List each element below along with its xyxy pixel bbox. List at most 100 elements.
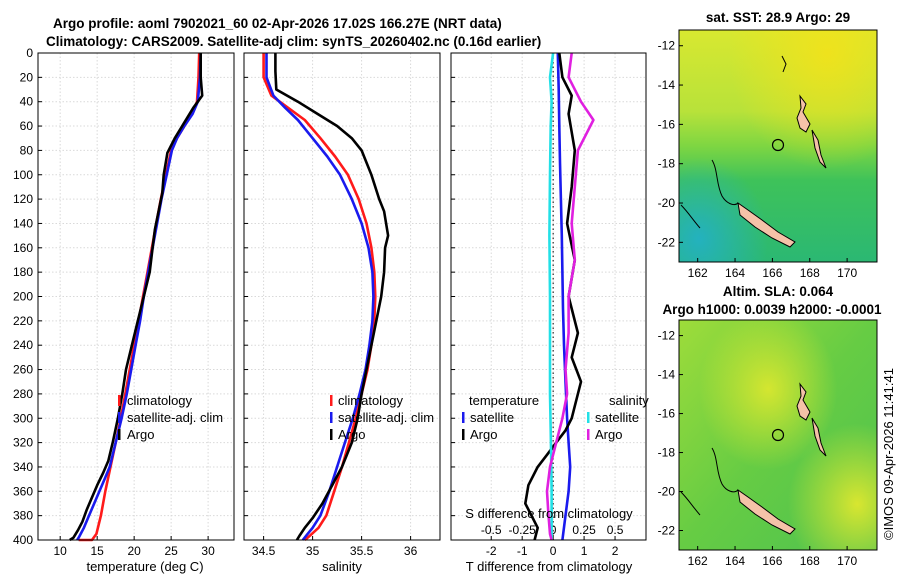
lon-tick-label: 162: [688, 266, 708, 280]
sla-vanuatu-island-south: [811, 417, 827, 457]
temperature-xlabel: temperature (deg C): [86, 559, 203, 574]
lon-tick-label: 170: [837, 266, 857, 280]
lat-tick-label: -14: [658, 78, 676, 92]
lon-tick-label: 166: [762, 554, 782, 568]
x-tick-label: 10: [54, 544, 68, 558]
salinity-xlabel: salinity: [322, 559, 362, 574]
y-tick-label: 100: [13, 168, 33, 182]
y-tick-label: 40: [20, 95, 34, 109]
legend-s-argo: Argo: [595, 427, 622, 442]
sla-title-line2: Argo h1000: 0.0039 h2000: -0.0001: [662, 302, 882, 317]
sla-map: [678, 319, 878, 551]
axes-frame: [37, 52, 235, 541]
top-tick-label: 0.25: [572, 523, 596, 537]
sla-map-ticks: 162 164 166 168 170 -12 -14 -16 -18 -20 -22: [658, 329, 858, 568]
y-tick-label: 300: [13, 411, 33, 425]
y-tick-label: 140: [13, 216, 33, 230]
sst-map-ticks: 162 164 166 168 170 -12 -14 -16 -18 -20 -22: [658, 39, 858, 280]
x-tick-label: 2: [612, 544, 619, 558]
sla-reef-outline: [711, 447, 739, 493]
x-tick-label: 34.5: [252, 544, 276, 558]
legend-salinity-title: salinity: [609, 393, 649, 408]
sla-new-caledonia-island: [737, 488, 796, 535]
lat-tick-label: -12: [658, 329, 676, 343]
imos-watermark: ©IMOS 09-Apr-2026 11:41:41: [881, 368, 896, 540]
x-tick-label: 30: [201, 544, 215, 558]
lon-tick-label: 166: [762, 266, 782, 280]
legend-t-satellite: satellite: [470, 410, 514, 425]
lon-tick-label: 168: [800, 554, 820, 568]
sla-argo-location-marker: [771, 428, 785, 442]
sst-vanuatu-island-south: [811, 129, 827, 169]
lat-tick-label: -14: [658, 368, 676, 382]
lon-tick-label: 168: [800, 266, 820, 280]
sla-title-line1: Altim. SLA: 0.064: [723, 284, 834, 299]
legend-s-satellite: satellite: [595, 410, 639, 425]
series-line-argo: [69, 53, 204, 542]
series-line-t-argo: [523, 52, 583, 541]
axes-frame: [243, 52, 441, 541]
x-tick-label: 35.5: [350, 544, 374, 558]
axes-frame: [450, 52, 647, 541]
sst-reef-outline: [711, 159, 739, 206]
difference-legend: temperature satellite Argo salinity sate…: [462, 393, 649, 442]
x-tick-label: 20: [127, 544, 141, 558]
lon-tick-label: 162: [688, 554, 708, 568]
x-tick-label: 35: [306, 544, 320, 558]
sst-map: [678, 29, 878, 263]
sst-island-north: [781, 55, 787, 73]
lon-tick-label: 164: [725, 554, 745, 568]
sla-reef-outline-west: [680, 491, 701, 516]
x-tick-label: 25: [164, 544, 178, 558]
sla-high-region-east: [679, 320, 877, 550]
legend-temperature-title: temperature: [469, 393, 539, 408]
legend-climatology: climatology: [338, 393, 404, 408]
y-tick-label: 220: [13, 314, 33, 328]
y-tick-label: 20: [20, 70, 34, 84]
series-line-t-satellite: [556, 52, 572, 541]
legend-swatch-argo: [118, 429, 121, 440]
legend-swatch-satellite: [118, 412, 121, 423]
lat-tick-label: -20: [658, 485, 676, 499]
lat-tick-label: -22: [658, 524, 676, 538]
legend-swatch-t-satellite: [462, 412, 465, 423]
sst-map-frame: [678, 29, 878, 263]
legend-swatch-climatology: [118, 395, 121, 406]
series-line-satellite-adj-clim: [76, 52, 202, 541]
sla-vanuatu-island: [796, 382, 811, 421]
title-line1: Argo profile: aoml 7902021_60 02-Apr-202…: [53, 16, 502, 31]
title-line2: Climatology: CARS2009. Satellite-adj cli…: [46, 34, 541, 49]
legend-swatch-satellite: [330, 412, 333, 423]
y-tick-label: 200: [13, 290, 33, 304]
legend-satellite-adj: satellite-adj. clim: [127, 410, 223, 425]
legend-t-argo: Argo: [470, 427, 497, 442]
lat-tick-label: -20: [658, 196, 676, 210]
y-tick-label: 0: [26, 46, 33, 60]
legend-argo: Argo: [127, 427, 154, 442]
lat-tick-label: -18: [658, 157, 676, 171]
series-line-argo: [274, 53, 390, 541]
series-line-climatology: [262, 53, 377, 541]
x-tick-label: -1: [517, 544, 528, 558]
difference-xlabel: T difference from climatology: [466, 559, 633, 574]
series-line-s-argo: [545, 52, 595, 541]
y-tick-label: 60: [20, 119, 34, 133]
legend-satellite-adj: satellite-adj. clim: [338, 410, 434, 425]
top-tick-label: -0.5: [481, 523, 502, 537]
y-tick-label: 280: [13, 387, 33, 401]
legend-swatch-climatology: [330, 395, 333, 406]
lat-tick-label: -16: [658, 117, 676, 131]
sst-cool-region: [679, 30, 877, 262]
legend-climatology: climatology: [127, 393, 193, 408]
sst-reef-outline-west: [680, 204, 701, 229]
x-tick-label: 36: [404, 544, 418, 558]
y-tick-label: 80: [20, 143, 34, 157]
sst-argo-location-marker: [771, 138, 785, 152]
y-tick-label: 380: [13, 509, 33, 523]
temperature-axes: 0 20 40 60 80 100 120 140 160 180 200 220 240 260 280 3…: [13, 46, 235, 558]
lon-tick-label: 164: [725, 266, 745, 280]
x-tick-label: 15: [90, 544, 104, 558]
x-tick-label: 1: [581, 544, 588, 558]
sla-map-frame: [678, 319, 878, 551]
